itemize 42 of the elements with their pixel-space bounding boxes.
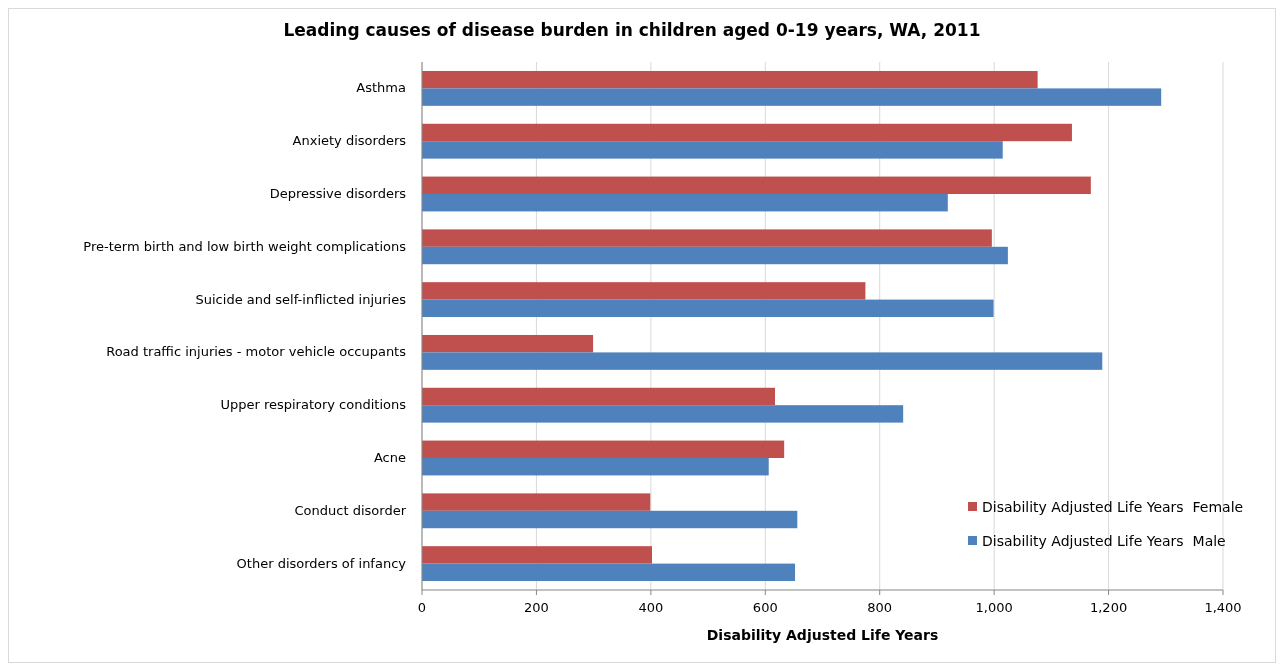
bar [422,546,652,564]
bar [422,405,904,423]
y-tick-label: Conduct disorder [294,502,407,518]
bar [422,334,594,353]
bar [422,141,1003,159]
y-tick-label: Depressive disorders [269,186,407,201]
bar [422,299,994,318]
y-tick-label: Suicide and self-inflicted injuries [195,291,407,307]
x-tick-label: 600 [752,600,778,615]
x-tick-label: 200 [524,600,549,615]
y-tick-label: Road traffic injuries - motor vehicle occupants [106,344,407,360]
bar [422,352,1103,370]
bar [422,282,866,300]
y-tick-label: Asthma [356,80,406,96]
bar [422,493,651,511]
x-tick-label: 800 [867,600,893,615]
bar [422,229,992,247]
bar [422,70,1038,89]
x-tick-label: 400 [638,600,664,615]
y-tick-label: Acne [373,450,406,465]
x-tick-label: 1,400 [1204,600,1242,615]
bar [422,123,1072,142]
bar [422,176,1091,194]
legend-label: Disability Adjusted Life Years Female [982,499,1244,515]
y-tick-label: Anxiety disorders [292,133,407,149]
bar [422,440,785,458]
legend-label: Disability Adjusted Life Years Male [982,533,1226,549]
bar [422,88,1162,106]
bar [422,246,1008,265]
x-tick-label: 1,000 [975,600,1013,615]
x-tick-label: 1,200 [1089,600,1128,615]
y-tick-label: Pre-term birth and low birth weight complications [83,238,407,254]
bar [422,387,776,406]
bar [422,563,796,582]
bar [422,194,948,212]
bar [422,458,769,476]
y-tick-label: Other disorders of infancy [236,555,407,571]
chart-title: Leading causes of disease burden in children aged 0-19 years, WA, 2011 [283,20,981,40]
x-tick-label: 0 [417,600,427,615]
bar [422,510,798,529]
y-tick-label: Upper respiratory conditions [220,397,407,413]
x-axis-title: Disability Adjusted Life Years [706,627,939,643]
